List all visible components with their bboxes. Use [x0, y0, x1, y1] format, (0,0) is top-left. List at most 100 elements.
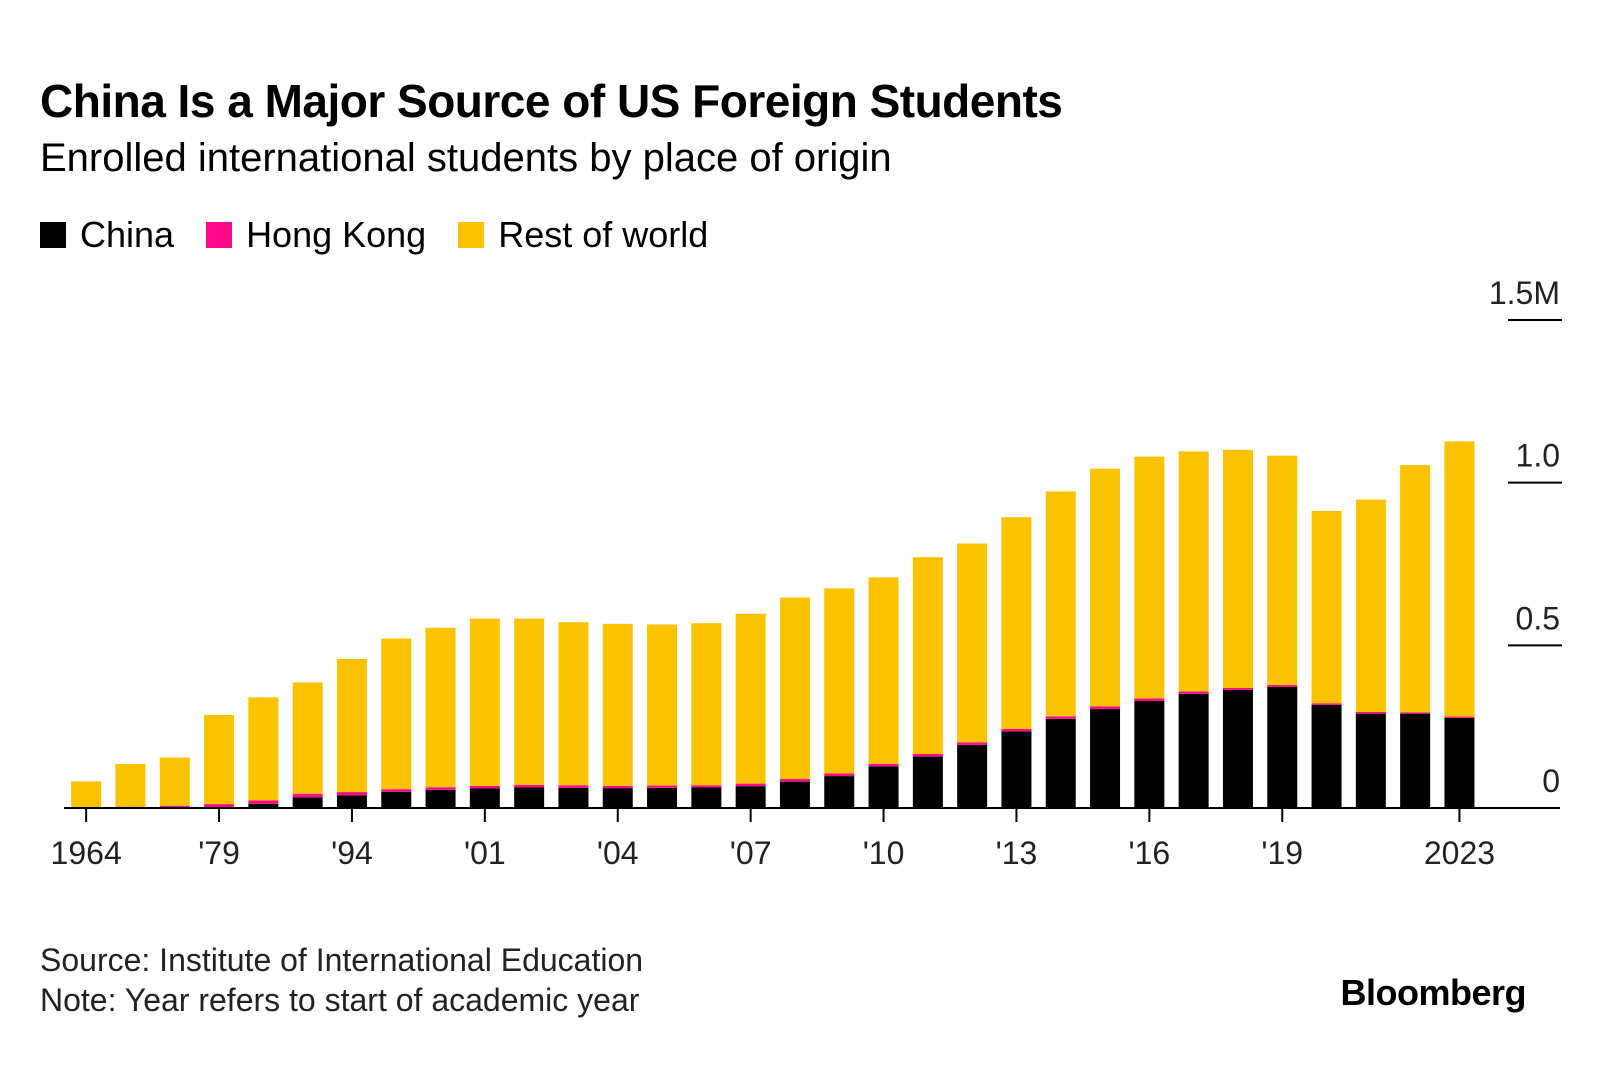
- bar-china-23: [1090, 709, 1121, 808]
- bar-rest-of-world-7: [381, 638, 412, 790]
- x-tick-label: '04: [597, 835, 639, 871]
- x-tick-label: '16: [1128, 835, 1170, 871]
- bar-hong-kong-16: [779, 779, 810, 782]
- legend-item-hong-kong: Hong Kong: [206, 214, 426, 256]
- x-tick-label: '79: [198, 835, 240, 871]
- bar-hong-kong-9: [469, 785, 500, 789]
- bar-hong-kong-29: [1355, 712, 1386, 714]
- bar-china-6: [336, 795, 367, 808]
- legend-label-rest-of-world: Rest of world: [498, 214, 709, 255]
- x-tick-label: '13: [996, 835, 1038, 871]
- bar-rest-of-world-1: [115, 764, 146, 807]
- bar-china-19: [912, 756, 943, 808]
- bar-rest-of-world-31: [1444, 441, 1475, 717]
- bar-china-4: [248, 803, 279, 808]
- bar-china-16: [779, 781, 810, 808]
- chart-subtitle: Enrolled international students by place…: [40, 136, 892, 180]
- legend-item-china: China: [40, 214, 174, 256]
- bar-rest-of-world-24: [1134, 456, 1165, 699]
- bar-china-24: [1134, 700, 1165, 808]
- legend-label-hong-kong: Hong Kong: [246, 214, 427, 255]
- bar-hong-kong-15: [735, 783, 766, 787]
- bar-hong-kong-8: [425, 787, 456, 790]
- bar-hong-kong-19: [912, 753, 943, 757]
- bar-rest-of-world-10: [514, 618, 545, 785]
- bar-hong-kong-22: [1045, 716, 1076, 719]
- bar-rest-of-world-2: [159, 757, 190, 806]
- bar-hong-kong-21: [1001, 728, 1032, 732]
- bar-china-12: [602, 788, 633, 808]
- bar-rest-of-world-13: [647, 624, 678, 786]
- legend-swatch-china: [40, 222, 66, 248]
- x-tick-label: '19: [1261, 835, 1303, 871]
- bar-china-15: [735, 786, 766, 808]
- bar-hong-kong-31: [1444, 716, 1475, 718]
- bar-rest-of-world-25: [1178, 451, 1209, 692]
- x-tick-label: 1964: [51, 835, 122, 871]
- footer: Source: Institute of International Educa…: [40, 940, 643, 1020]
- bars-group: [71, 441, 1475, 808]
- bar-china-9: [469, 788, 500, 808]
- x-tick-label: '01: [464, 835, 506, 871]
- bar-china-20: [957, 744, 988, 808]
- y-tick-label: 1.0: [1516, 438, 1560, 474]
- bar-china-10: [514, 787, 545, 808]
- bar-rest-of-world-22: [1045, 491, 1076, 717]
- x-tick-label: '10: [863, 835, 905, 871]
- bar-rest-of-world-5: [292, 682, 323, 794]
- bar-hong-kong-27: [1267, 685, 1298, 687]
- bar-china-27: [1267, 686, 1298, 808]
- bar-hong-kong-12: [602, 785, 633, 789]
- bar-china-18: [868, 766, 899, 808]
- bar-china-26: [1222, 689, 1253, 808]
- bar-rest-of-world-4: [248, 697, 279, 801]
- bar-hong-kong-23: [1090, 706, 1121, 710]
- bar-china-14: [691, 787, 722, 808]
- bar-rest-of-world-18: [868, 577, 899, 764]
- bar-china-29: [1355, 713, 1386, 808]
- bar-rest-of-world-0: [71, 781, 102, 808]
- y-tick-label: 0.5: [1516, 600, 1560, 636]
- legend-swatch-rest-of-world: [458, 222, 485, 248]
- bar-hong-kong-18: [868, 763, 899, 767]
- y-tick-label: 0: [1542, 763, 1560, 799]
- bar-hong-kong-4: [248, 800, 279, 804]
- bar-hong-kong-28: [1311, 703, 1342, 705]
- bar-china-5: [292, 797, 323, 808]
- bar-china-13: [647, 787, 678, 808]
- legend: China Hong Kong Rest of world: [40, 214, 740, 256]
- bar-rest-of-world-29: [1355, 499, 1386, 713]
- bar-china-21: [1001, 731, 1032, 808]
- bar-china-31: [1444, 717, 1475, 808]
- bar-hong-kong-24: [1134, 698, 1165, 701]
- bar-rest-of-world-30: [1400, 465, 1431, 713]
- bar-rest-of-world-21: [1001, 517, 1032, 729]
- chart-title: China Is a Major Source of US Foreign St…: [40, 75, 1063, 127]
- bar-china-11: [558, 787, 589, 808]
- bar-hong-kong-17: [824, 773, 855, 777]
- bar-hong-kong-25: [1178, 691, 1209, 694]
- bar-china-7: [381, 791, 412, 808]
- bar-rest-of-world-26: [1222, 449, 1253, 688]
- bar-hong-kong-6: [336, 792, 367, 796]
- bar-rest-of-world-19: [912, 557, 943, 754]
- bar-rest-of-world-28: [1311, 510, 1342, 704]
- bar-rest-of-world-6: [336, 658, 367, 793]
- bar-hong-kong-3: [204, 804, 235, 808]
- x-tick-label: '07: [730, 835, 772, 871]
- bar-hong-kong-2: [159, 805, 190, 808]
- x-tick-label: '94: [331, 835, 373, 871]
- bar-rest-of-world-23: [1090, 468, 1121, 707]
- bar-hong-kong-13: [647, 785, 678, 788]
- bloomberg-logo: Bloomberg: [1340, 972, 1526, 1013]
- bar-china-17: [824, 776, 855, 808]
- legend-label-china: China: [80, 214, 175, 255]
- y-axis: 0 0.5 1.0 1.5M: [1489, 275, 1562, 799]
- stacked-bar-chart: 0 0.5 1.0 1.5M 1964 '79 '94 '01 '04 '07 '10 '13 '16…: [51, 275, 1562, 871]
- year-note: Note: Year refers to start of academic y…: [40, 982, 640, 1018]
- bar-rest-of-world-9: [469, 618, 500, 786]
- bar-china-8: [425, 789, 456, 808]
- bar-rest-of-world-8: [425, 627, 456, 788]
- bar-china-25: [1178, 693, 1209, 808]
- x-tick-label: 2023: [1424, 835, 1495, 871]
